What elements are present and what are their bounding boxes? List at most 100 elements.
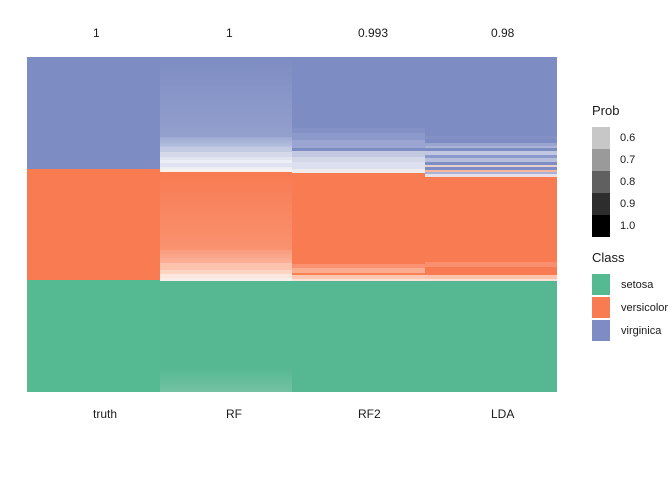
class-name-label: virginica [621, 324, 662, 337]
heatmap-segment [159, 160, 292, 163]
axis-label-rf2: RF2 [358, 407, 381, 421]
heatmap-segment [292, 128, 425, 133]
heatmap-segment [292, 275, 425, 279]
prob-tick-label: 0.7 [620, 154, 636, 166]
heatmap-segment [159, 163, 292, 167]
axis-label-truth: truth [93, 407, 118, 421]
accuracy-label-rf: 1 [226, 26, 233, 40]
prob-swatch [592, 127, 610, 149]
heatmap-segment [424, 158, 557, 162]
prob-swatch [592, 149, 610, 171]
heatmap-segment [27, 168, 160, 281]
prob-legend-keys: 0.6 0.7 0.8 0.9 1.0 [592, 127, 635, 237]
heatmap-segment [424, 172, 557, 174]
heatmap-segment [292, 281, 425, 392]
class-legend-key-versicolor: versicolor [592, 297, 668, 318]
prob-tick-label: 1.0 [620, 220, 636, 232]
heatmap-segment [424, 146, 557, 148]
heatmap-segment [159, 169, 292, 172]
heatmap-segment [424, 148, 557, 151]
class-swatch [592, 320, 610, 341]
heatmap-segment [159, 263, 292, 270]
heatmap-segment [292, 264, 425, 268]
prob-legend-key: 0.6 [592, 127, 635, 149]
heatmap-segment [424, 177, 557, 262]
heatmap-segment [27, 280, 160, 392]
heatmap-segment [292, 157, 425, 162]
heatmap-segment [159, 147, 292, 152]
heatmap-segment [424, 279, 557, 281]
axis-label-rf: RF [226, 407, 242, 421]
heatmap-segment [424, 174, 557, 177]
prob-tick-label: 0.6 [620, 132, 636, 144]
heatmap-segment [424, 170, 557, 172]
heatmap-segment [292, 57, 425, 128]
heatmap-segment [424, 167, 557, 170]
heatmap-segment [159, 278, 292, 281]
accuracy-label-rf2: 0.993 [358, 26, 389, 40]
class-legend-key-setosa: setosa [592, 274, 668, 295]
prob-tick-label: 0.8 [620, 176, 636, 188]
accuracy-label-truth: 1 [93, 26, 100, 40]
heatmap-segment [424, 155, 557, 158]
heatmap-segment [159, 157, 292, 160]
heatmap-segment [292, 151, 425, 157]
heatmap-segment [292, 169, 425, 173]
axis-label-lda: LDA [491, 407, 515, 421]
class-legend-title: Class [592, 250, 625, 265]
heatmap-segment [159, 250, 292, 263]
class-swatch [592, 274, 610, 295]
prob-legend-key: 0.8 [592, 171, 635, 193]
heatmap-segment [424, 281, 557, 392]
heatmap-segment [159, 274, 292, 278]
heatmap-plot [27, 57, 557, 392]
prob-tick-label: 0.9 [620, 198, 636, 210]
prob-legend-key: 1.0 [592, 215, 635, 237]
heatmap-segment [424, 275, 557, 279]
heatmap-segment [159, 270, 292, 274]
heatmap-segment [424, 165, 557, 167]
heatmap-column-lda [424, 57, 557, 392]
heatmap-segment [159, 152, 292, 157]
heatmap-segment [159, 57, 292, 137]
heatmap-segment [424, 136, 557, 139]
heatmap-segment [159, 137, 292, 147]
heatmap-segment [424, 139, 557, 143]
heatmap-column-truth [27, 57, 160, 392]
class-legend-keys: setosa versicolor virginica [592, 274, 668, 341]
heatmap-segment [292, 268, 425, 273]
heatmap-segment [27, 57, 160, 169]
heatmap-segment [292, 173, 425, 264]
prob-swatch [592, 215, 610, 237]
prob-swatch [592, 171, 610, 193]
heatmap-segment [159, 281, 292, 368]
heatmap-segment [424, 151, 557, 155]
heatmap-segment [424, 267, 557, 275]
heatmap-segment [292, 133, 425, 140]
heatmap-segment [424, 162, 557, 165]
class-name-label: setosa [621, 278, 654, 291]
heatmap-segment [292, 148, 425, 151]
class-legend: Class setosa versicolor virginica [592, 250, 668, 343]
heatmap-segment [292, 162, 425, 169]
heatmap-segment [159, 167, 292, 169]
heatmap-segment [424, 57, 557, 136]
prob-legend: Prob 0.6 0.7 0.8 0.9 1.0 [592, 103, 635, 237]
heatmap-segment [292, 273, 425, 275]
heatmap-column-rf2 [292, 57, 425, 392]
prob-swatch [592, 193, 610, 215]
heatmap-segment [159, 368, 292, 392]
heatmap-segment [292, 140, 425, 148]
prob-legend-key: 0.9 [592, 193, 635, 215]
accuracy-label-lda: 0.98 [491, 26, 515, 40]
heatmap-segment [159, 172, 292, 250]
class-name-label: versicolor [621, 301, 669, 314]
heatmap-segment [424, 143, 557, 146]
heatmap-segment [424, 262, 557, 267]
heatmap-column-rf [159, 57, 292, 392]
class-legend-key-virginica: virginica [592, 320, 668, 341]
heatmap-segment [292, 279, 425, 281]
prob-legend-key: 0.7 [592, 149, 635, 171]
prob-legend-title: Prob [592, 103, 620, 118]
